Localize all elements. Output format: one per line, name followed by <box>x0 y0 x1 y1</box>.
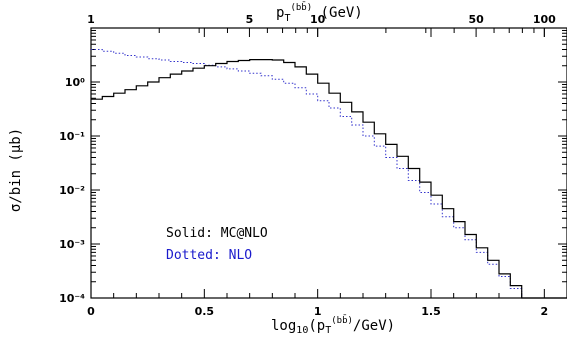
top-axis-title: pT(bb̄) (GeV) <box>276 1 363 24</box>
x-tick-label: 2 <box>541 305 549 318</box>
y-axis: 10⁻⁴ 10⁻³ 10⁻² 10⁻¹ 10⁰ <box>59 29 567 305</box>
x-tick-label: 1 <box>314 305 322 318</box>
top-tick-label: 10 <box>310 13 326 26</box>
svg-text:pT(bb̄) (GeV): pT(bb̄) (GeV) <box>276 1 363 24</box>
top-tick-label: 5 <box>246 13 254 26</box>
x-axis: 0 0.5 1 1.5 2 <box>87 28 567 318</box>
x-tick-label: 1.5 <box>421 305 441 318</box>
x-tick-label: 0.5 <box>195 305 215 318</box>
y-tick-label: 10⁻¹ <box>59 130 85 143</box>
legend-dotted: Dotted: NLO <box>166 248 252 263</box>
top-tick-label: 50 <box>468 13 484 26</box>
y-tick-label: 10⁰ <box>65 76 85 89</box>
x-axis-title: log10(pT(bb̄)/GeV) <box>271 314 395 336</box>
svg-text:σ/bin (μb): σ/bin (μb) <box>8 128 24 212</box>
y-tick-label: 10⁻³ <box>59 238 85 251</box>
nlo-series-line <box>91 49 567 299</box>
plot-frame <box>90 27 567 299</box>
svg-text:log10(pT(bb̄)/GeV): log10(pT(bb̄)/GeV) <box>271 314 395 336</box>
top-tick-label: 1 <box>87 13 95 26</box>
y-axis-title: σ/bin (μb) <box>8 128 24 212</box>
top-tick-label: 100 <box>533 13 556 26</box>
y-tick-label: 10⁻⁴ <box>59 292 85 305</box>
legend-solid: Solid: MC@NLO <box>166 226 268 241</box>
y-tick-label: 10⁻² <box>59 184 85 197</box>
x-tick-label: 0 <box>87 305 95 318</box>
top-axis: 1 5 10 50 100 <box>87 13 556 37</box>
mcnlo-series-line <box>91 59 567 299</box>
